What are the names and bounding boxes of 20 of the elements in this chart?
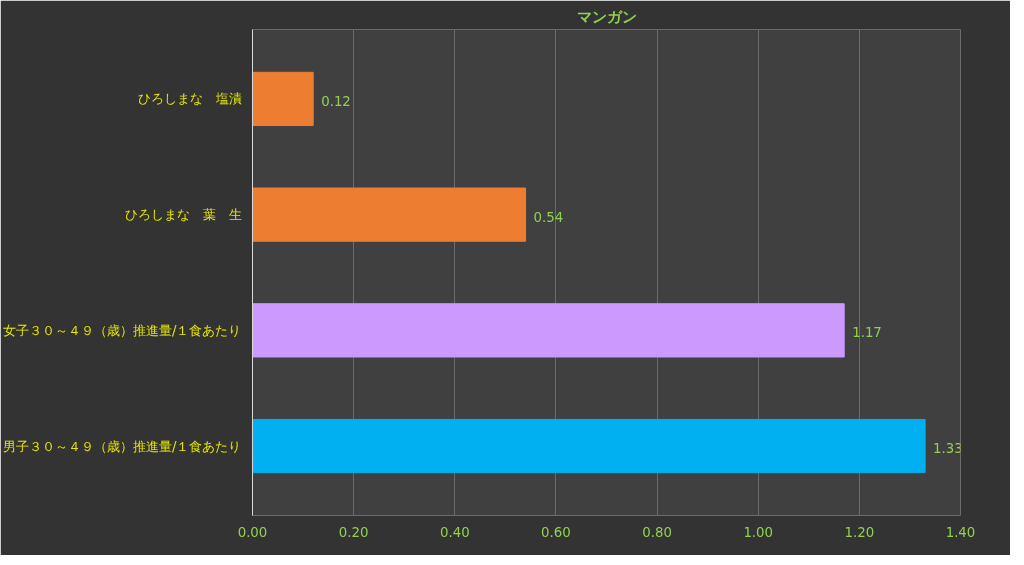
data-label: 1.17 xyxy=(852,325,882,341)
x-tick-label: 0.80 xyxy=(642,524,672,540)
x-tick-label: 1.00 xyxy=(743,524,774,540)
x-tick-label: 1.40 xyxy=(945,524,976,540)
x-tick-label: 0.00 xyxy=(237,524,268,540)
data-label: 0.12 xyxy=(321,93,351,109)
bar xyxy=(252,303,845,358)
x-tick-label: 0.60 xyxy=(541,524,571,540)
bar xyxy=(252,187,527,242)
bar xyxy=(252,418,926,474)
bar xyxy=(252,71,314,127)
y-tick-label: 女子３０～４９（歳）推進量/１食あたり xyxy=(3,322,242,338)
x-tick-label: 1.20 xyxy=(844,524,875,540)
x-tick-label: 0.40 xyxy=(439,524,470,540)
y-tick-label: ひろしまな 塩漬 xyxy=(137,91,242,107)
x-tick-label: 0.20 xyxy=(338,524,369,540)
data-label: 0.54 xyxy=(533,209,564,225)
y-tick-label: ひろしまな 葉 生 xyxy=(124,207,242,223)
y-tick-label: 男子３０～４９（歳）推進量/１食あたり xyxy=(3,438,242,454)
chart-title: マンガン xyxy=(576,7,637,25)
